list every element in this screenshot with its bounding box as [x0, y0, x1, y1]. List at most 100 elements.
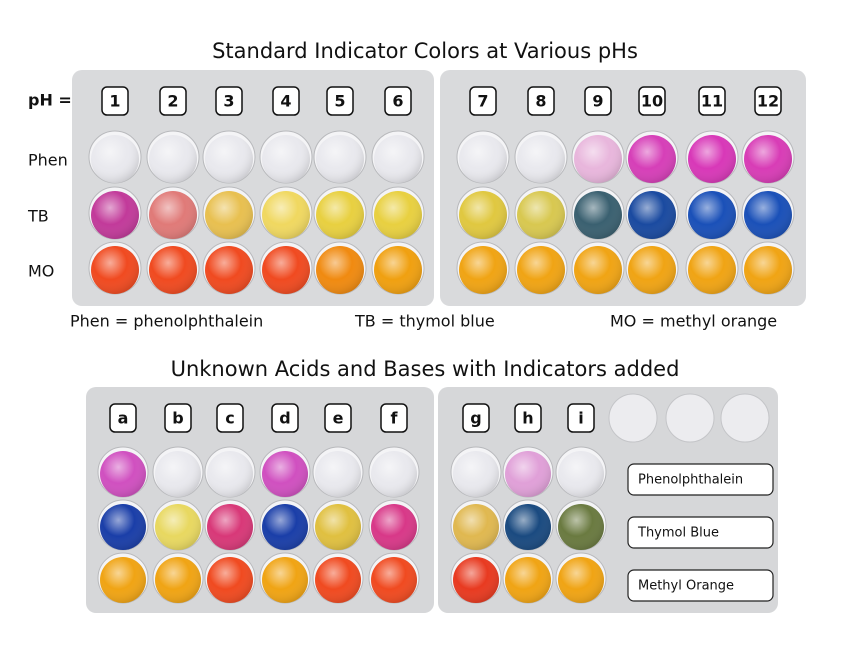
row-label: TB — [27, 207, 49, 226]
well-shine — [558, 451, 604, 497]
empty-well — [608, 393, 658, 443]
legend-item: TB = thymol blue — [354, 312, 495, 331]
well-shine — [459, 246, 507, 294]
label-box — [567, 403, 595, 433]
ph-value: 1 — [109, 92, 120, 111]
well-shine — [207, 504, 253, 550]
well-shine — [574, 135, 622, 183]
sample-label: i — [578, 409, 583, 428]
well-shine — [155, 504, 201, 550]
sample-label: a — [118, 409, 129, 428]
well-shine — [371, 451, 417, 497]
legend-item: MO = methyl orange — [610, 312, 777, 331]
well-shine — [459, 135, 507, 183]
ph-label: pH = — [28, 91, 72, 110]
label-box — [326, 86, 354, 116]
well-shine — [155, 451, 201, 497]
well-shine — [558, 504, 604, 550]
well-shine — [155, 557, 201, 603]
well-shine — [505, 557, 551, 603]
row-label: MO — [28, 262, 54, 281]
well-shine — [205, 246, 253, 294]
well-shine — [374, 246, 422, 294]
well-shine — [453, 557, 499, 603]
well-shine — [205, 135, 253, 183]
empty-well — [665, 393, 715, 443]
well-shine — [100, 557, 146, 603]
sample-label: f — [391, 409, 399, 428]
well-shine — [517, 246, 565, 294]
label-box — [324, 403, 352, 433]
ph-value: 5 — [334, 92, 345, 111]
well-shine — [574, 191, 622, 239]
label-box — [527, 86, 555, 116]
well-shine — [744, 246, 792, 294]
sample-label: g — [470, 409, 481, 428]
well-shine — [517, 191, 565, 239]
well-shine — [688, 191, 736, 239]
ph-value: 4 — [280, 92, 291, 111]
well-shine — [91, 191, 139, 239]
label-box — [109, 403, 137, 433]
well-shine — [262, 191, 310, 239]
well-shine — [205, 191, 253, 239]
well-shine — [453, 451, 499, 497]
label-box — [101, 86, 129, 116]
label-box — [216, 403, 244, 433]
well-shine — [315, 451, 361, 497]
label-box — [272, 86, 300, 116]
label-box — [380, 403, 408, 433]
well-shine — [100, 451, 146, 497]
label-box — [514, 403, 542, 433]
legend-item: Phen = phenolphthalein — [70, 312, 263, 331]
well-shine — [453, 504, 499, 550]
well-shine — [262, 135, 310, 183]
well-shine — [459, 191, 507, 239]
well-shine — [207, 557, 253, 603]
well-shine — [688, 135, 736, 183]
label-box — [584, 86, 612, 116]
well-shine — [262, 246, 310, 294]
well-shine — [505, 504, 551, 550]
well-shine — [315, 504, 361, 550]
well-shine — [374, 135, 422, 183]
well-shine — [628, 191, 676, 239]
sample-label: e — [333, 409, 344, 428]
well-shine — [558, 557, 604, 603]
well-shine — [517, 135, 565, 183]
well-shine — [505, 451, 551, 497]
well-shine — [149, 135, 197, 183]
sample-label: h — [522, 409, 533, 428]
well-shine — [262, 451, 308, 497]
ph-value: 12 — [757, 92, 779, 111]
well-shine — [262, 557, 308, 603]
indicator-label: Phenolphthalein — [638, 473, 743, 488]
ph-value: 3 — [223, 92, 234, 111]
well-shine — [574, 246, 622, 294]
indicator-label: Thymol Blue — [637, 526, 719, 541]
label-box — [698, 86, 726, 116]
well-shine — [371, 504, 417, 550]
row-label: Phen — [28, 151, 68, 170]
indicator-label: Methyl Orange — [638, 579, 734, 594]
ph-value: 11 — [701, 92, 723, 111]
label-box — [164, 403, 192, 433]
well-shine — [149, 191, 197, 239]
well-shine — [371, 557, 417, 603]
well-shine — [744, 135, 792, 183]
well-shine — [91, 135, 139, 183]
indicator-box — [627, 516, 774, 549]
well-shine — [316, 135, 364, 183]
ph-value: 6 — [392, 92, 403, 111]
title: Unknown Acids and Bases with Indicators … — [171, 357, 680, 381]
well-shine — [316, 246, 364, 294]
label-box — [638, 86, 666, 116]
well-shine — [149, 246, 197, 294]
label-box — [754, 86, 782, 116]
empty-well — [720, 393, 770, 443]
well-shine — [744, 191, 792, 239]
well-shine — [207, 451, 253, 497]
indicator-box — [627, 463, 774, 496]
title: Standard Indicator Colors at Various pHs — [212, 39, 638, 63]
